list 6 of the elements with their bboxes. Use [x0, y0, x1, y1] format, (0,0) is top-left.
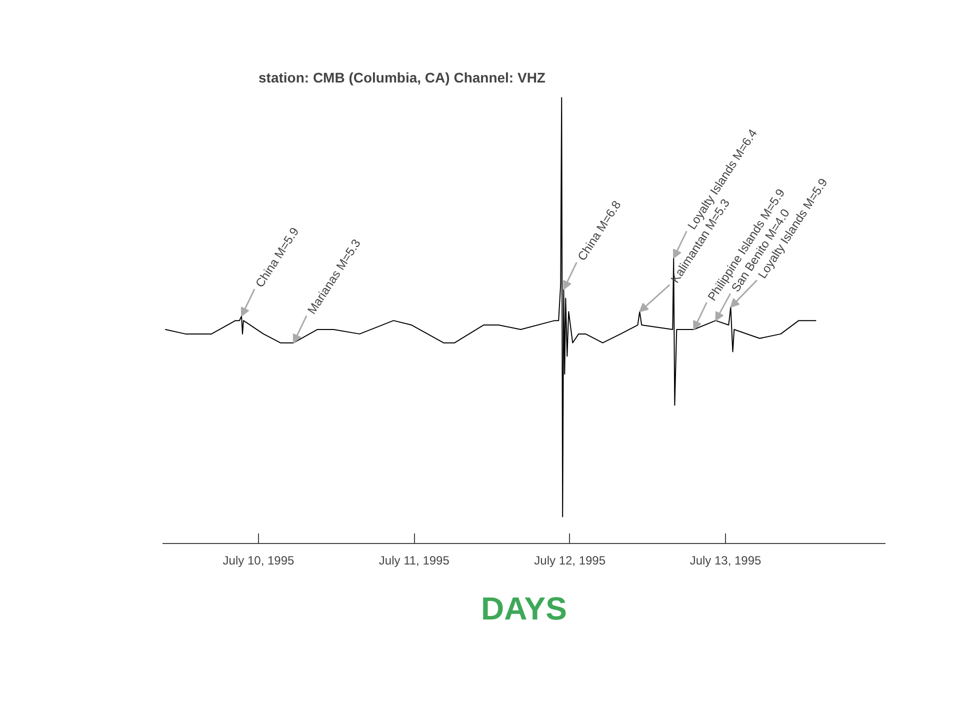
chart-title: station: CMB (Columbia, CA) Channel: VHZ: [258, 70, 546, 86]
x-tick-label: July 12, 1995: [534, 554, 606, 568]
x-tick-label: July 13, 1995: [690, 554, 762, 568]
x-tick-label: July 11, 1995: [378, 554, 450, 568]
x-axis-title: DAYS: [481, 590, 567, 626]
x-tick-label: July 10, 1995: [222, 554, 295, 568]
